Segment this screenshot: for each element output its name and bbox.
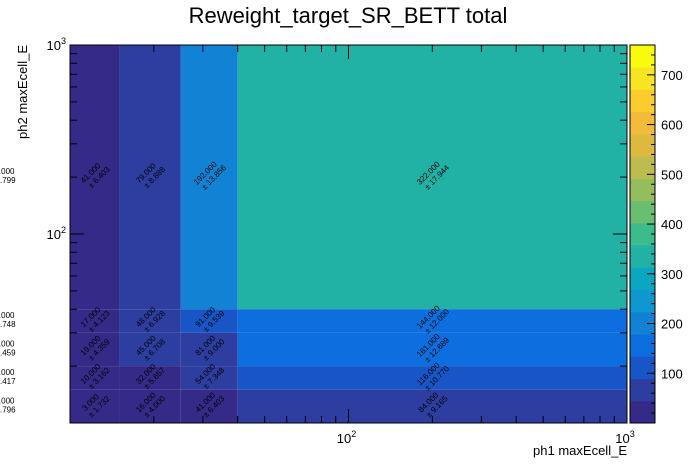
y-tick-label: 103 bbox=[47, 36, 66, 53]
chart-title: Reweight_target_SR_BETT total bbox=[189, 3, 508, 28]
heatmap-cell bbox=[180, 332, 238, 367]
heatmap-cells bbox=[70, 45, 627, 423]
heatmap-cell bbox=[180, 366, 238, 390]
heatmap-cell bbox=[180, 45, 238, 310]
heatmap-cell bbox=[70, 309, 120, 333]
colorbar-tick-label: 700 bbox=[661, 68, 683, 83]
colorbar-segment bbox=[630, 334, 655, 357]
heatmap-cell bbox=[70, 389, 120, 423]
y-axis-label: ph2 maxEcell_E bbox=[15, 45, 30, 139]
colorbar-segment bbox=[630, 111, 655, 135]
heatmap-cell bbox=[119, 389, 181, 423]
colorbar-segment bbox=[630, 289, 655, 313]
heatmap-cell bbox=[180, 389, 238, 423]
colorbar-tick-label: 400 bbox=[661, 217, 683, 232]
cell-error-label: ± 25.417 bbox=[0, 377, 16, 386]
cell-error-label: ± 24.799 bbox=[0, 176, 16, 185]
colorbar-tick-label: 600 bbox=[661, 118, 683, 133]
heatmap-cell bbox=[119, 366, 181, 390]
cell-error-label: ± 26.796 bbox=[0, 405, 16, 414]
cell-value-label: 718.000 bbox=[0, 396, 15, 405]
colorbar-tick-label: 200 bbox=[661, 317, 683, 332]
colorbar-segment bbox=[630, 45, 655, 68]
axes: 102 103 102 103 bbox=[47, 36, 635, 446]
cell-error-label: ± 27.459 bbox=[0, 348, 16, 357]
colorbar-segment bbox=[630, 67, 655, 90]
colorbar-segment bbox=[630, 245, 655, 268]
heatmap-cell bbox=[70, 45, 120, 310]
colorbar-segment bbox=[630, 356, 655, 380]
cell-value-label: 390.000 bbox=[0, 311, 15, 320]
heatmap-cell bbox=[119, 45, 181, 310]
heatmap-cell bbox=[237, 332, 627, 367]
cell-value-label: 615.000 bbox=[0, 167, 15, 176]
heatmap-cell bbox=[237, 45, 627, 310]
colorbar-segment bbox=[630, 178, 655, 202]
cell-value-label: 646.000 bbox=[0, 368, 15, 377]
heatmap-cell bbox=[119, 309, 181, 333]
cell-value-label: 754.000 bbox=[0, 339, 15, 348]
heatmap-cell bbox=[119, 332, 181, 367]
x-tick-label: 102 bbox=[337, 429, 356, 446]
colorbar-tick-label: 100 bbox=[661, 366, 683, 381]
cell-error-label: ± 19.748 bbox=[0, 320, 16, 329]
x-axis-label: ph1 maxEcell_E bbox=[533, 443, 627, 458]
heatmap-cell bbox=[180, 309, 238, 333]
colorbar-segment bbox=[630, 222, 655, 246]
colorbar-segment bbox=[630, 400, 655, 424]
heatmap-cell bbox=[237, 366, 627, 390]
colorbar-segment bbox=[630, 200, 655, 224]
colorbar-tick-label: 500 bbox=[661, 167, 683, 182]
colorbar-segment bbox=[630, 311, 655, 335]
heatmap-cell bbox=[70, 332, 120, 367]
colorbar-segment bbox=[630, 89, 655, 113]
colorbar: 100 200 300 400 500 600 700 bbox=[629, 44, 683, 424]
x-tick-label: 103 bbox=[615, 429, 634, 446]
colorbar-segment bbox=[630, 267, 655, 291]
colorbar-segment bbox=[630, 156, 655, 179]
colorbar-tick-label: 300 bbox=[661, 267, 683, 282]
heatmap-cell bbox=[70, 366, 120, 390]
colorbar-segment bbox=[630, 133, 655, 157]
colorbar-segment bbox=[630, 378, 655, 402]
y-tick-label: 102 bbox=[47, 225, 66, 242]
heatmap-cell bbox=[237, 309, 627, 333]
